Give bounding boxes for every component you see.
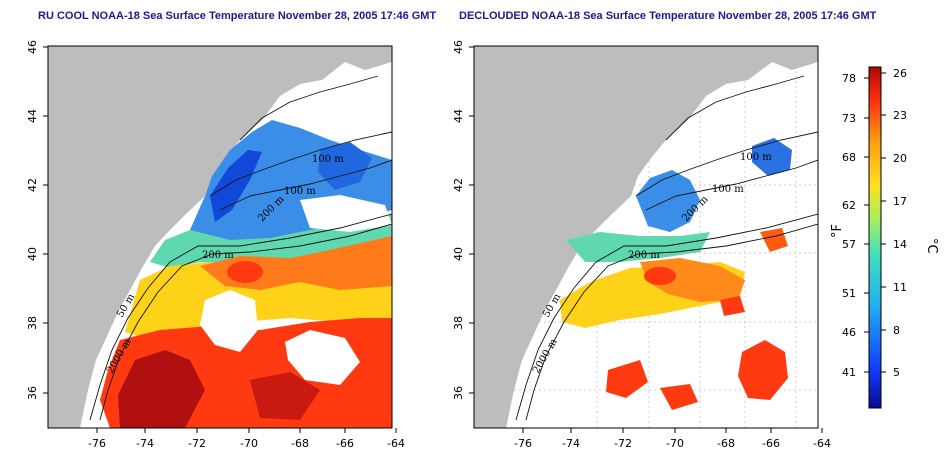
x-tick-label: -66 (762, 437, 780, 450)
celsius-tick-label: 8 (893, 324, 900, 337)
cloud-patch (285, 330, 360, 385)
cold-water (636, 170, 700, 232)
map-axes: -76 -74 -72 -70 -68 -66 -64 36 38 40 42 44 46 -76 -74 -… (26, 40, 831, 450)
fahrenheit-tick-label: 51 (842, 287, 856, 300)
fahrenheit-tick-label: 41 (842, 366, 856, 379)
right-map-title: DECLOUDED NOAA-18 Sea Surface Temperatur… (459, 10, 877, 22)
left-sst-map: 100 m 100 m 200 m 200 m 50 m 2000 m (48, 46, 392, 428)
slope-water (566, 232, 710, 262)
fahrenheit-tick-label: 62 (842, 199, 856, 212)
cold-patch-east (752, 138, 792, 176)
y-tick-label: 36 (26, 386, 39, 400)
y-tick-label: 40 (26, 247, 39, 261)
celsius-tick-label: 17 (893, 195, 907, 208)
fahrenheit-tick-label: 57 (842, 238, 856, 251)
cloud-patch (300, 195, 392, 232)
celsius-tick-label: 5 (893, 366, 900, 379)
right-map-frame (473, 45, 819, 429)
hot-patch (660, 384, 698, 410)
celsius-tick-label: 14 (893, 238, 907, 251)
hot-patch (606, 360, 648, 398)
x-tick-label: -72 (614, 437, 632, 450)
contour-label: 100 m (312, 154, 344, 165)
x-tick-label: -70 (240, 437, 258, 450)
celsius-tick-label: 20 (893, 152, 907, 165)
warm-core-ring (227, 261, 263, 283)
y-tick-label: 46 (26, 40, 39, 54)
left-map-frame (47, 45, 393, 429)
fahrenheit-tick-label: 73 (842, 112, 856, 125)
fahrenheit-unit-label: °F (830, 224, 845, 238)
y-tick-label: 40 (452, 247, 465, 261)
fahrenheit-tick-label: 68 (842, 151, 856, 164)
y-tick-label: 44 (452, 109, 465, 123)
warm-patch (760, 228, 788, 252)
x-tick-label: -64 (387, 437, 405, 450)
contour-label: 100 m (740, 152, 772, 163)
x-tick-label: -72 (188, 437, 206, 450)
contour-label: 100 m (284, 186, 316, 197)
celsius-tick-label: 23 (893, 109, 907, 122)
fahrenheit-tick-label: 78 (842, 72, 856, 85)
x-tick-label: -66 (336, 437, 354, 450)
y-tick-label: 42 (26, 178, 39, 192)
x-tick-label: -74 (136, 437, 154, 450)
y-tick-label: 38 (452, 316, 465, 330)
colorbar-ticks: 78 73 68 62 57 51 46 41 26 23 20 17 14 11 8 5 (842, 67, 907, 379)
right-sst-map: 100 m 100 m 200 m 200 m 50 m 2000 m (474, 46, 818, 428)
colorbar (868, 66, 882, 409)
land-mass (48, 46, 392, 428)
contour-label: 200 m (202, 250, 234, 261)
y-tick-label: 46 (452, 40, 465, 54)
bathymetry-contours (89, 75, 392, 421)
hot-patch (720, 296, 745, 316)
x-tick-label: -76 (88, 437, 106, 450)
hottest-water (118, 350, 205, 428)
contour-label: 200 m (628, 250, 660, 261)
y-tick-label: 36 (452, 386, 465, 400)
cloud-patch (200, 290, 258, 352)
x-tick-label: -70 (666, 437, 684, 450)
y-tick-label: 38 (26, 316, 39, 330)
left-map-title: RU COOL NOAA-18 Sea Surface Temperature … (38, 10, 437, 22)
celsius-tick-label: 26 (893, 67, 907, 80)
very-cold-water (210, 150, 262, 222)
x-tick-label: -68 (291, 437, 309, 450)
y-tick-label: 42 (452, 178, 465, 192)
hottest-patch (250, 372, 320, 420)
fahrenheit-tick-label: 46 (842, 326, 856, 339)
y-tick-label: 44 (26, 109, 39, 123)
celsius-unit-label: °C (924, 238, 939, 254)
celsius-tick-label: 11 (893, 281, 907, 294)
contour-label: 100 m (712, 184, 744, 195)
x-tick-label: -64 (813, 437, 831, 450)
hot-patch (738, 340, 788, 400)
x-tick-label: -74 (562, 437, 580, 450)
land-mass (474, 46, 818, 428)
x-tick-label: -76 (514, 437, 532, 450)
warm-core-ring (644, 267, 676, 285)
x-tick-label: -68 (717, 437, 735, 450)
bathymetry-contours (515, 75, 818, 421)
